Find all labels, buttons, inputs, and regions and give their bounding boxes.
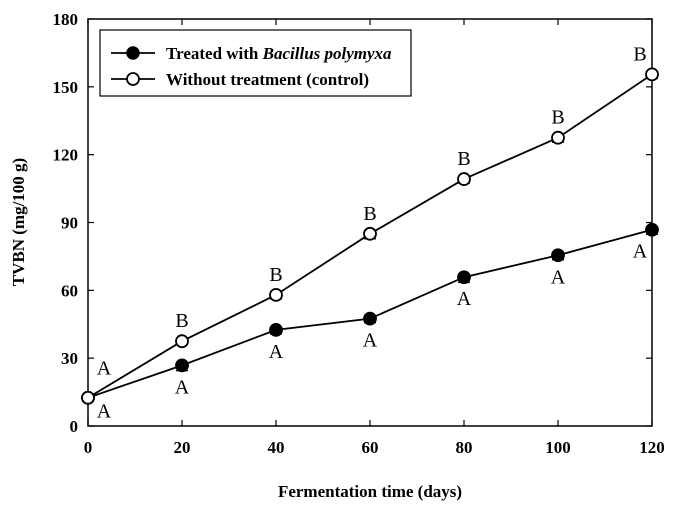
data-point [645,67,659,82]
significance-label: B [269,264,282,286]
legend-label-treated-prefix: Treated with [166,44,263,63]
significance-label: B [551,107,564,129]
significance-label: B [457,148,470,170]
legend-label-control: Without treatment (control) [166,70,369,89]
x-tick-label: 60 [362,438,379,457]
data-point [81,390,95,405]
x-tick-label: 0 [84,438,93,457]
significance-label: A [363,330,378,352]
significance-label: A [633,241,648,263]
significance-label: B [363,203,376,225]
y-tick-label: 0 [70,417,79,436]
x-tick-label: 20 [174,438,191,457]
x-axis-ticks: 0 20 40 60 80 100 120 [84,19,665,457]
data-point [175,334,189,349]
x-tick-label: 120 [639,438,665,457]
significance-label: A [551,266,566,288]
legend-label-treated: Treated with Bacillus polymyxa [166,44,392,63]
y-tick-label: 180 [53,10,79,29]
data-point [269,287,283,302]
significance-label: A [457,288,472,310]
x-tick-label: 40 [268,438,285,457]
significance-label: A [97,401,112,423]
series-1: A B B B B B B [81,43,659,405]
legend-marker-control [126,72,140,86]
legend: Treated with Bacillus polymyxa Without t… [99,29,412,97]
data-point [269,323,283,337]
y-axis-title: TVBN (mg/100 g) [9,158,28,286]
y-tick-label: 90 [61,214,78,233]
data-point [551,248,565,263]
y-axis-ticks: 0 30 60 90 120 150 180 [53,10,652,436]
y-tick-label: 120 [53,146,79,165]
data-point [645,222,659,237]
legend-marker-treated [126,46,140,60]
data-point [457,270,471,285]
x-axis-title: Fermentation time (days) [278,482,462,501]
x-tick-label: 100 [545,438,571,457]
significance-label: A [269,341,284,363]
data-point [363,311,377,326]
legend-label-treated-species: Bacillus polymyxa [262,44,392,63]
y-tick-label: 60 [61,281,78,300]
y-tick-label: 150 [53,78,79,97]
data-point [363,226,377,241]
y-tick-label: 30 [61,349,78,368]
data-point [551,130,565,145]
significance-label: A [175,376,190,398]
x-tick-label: 80 [456,438,473,457]
significance-label: B [175,310,188,332]
legend-box [99,29,412,97]
significance-label: B [633,43,646,65]
data-point [457,172,471,186]
data-point [175,358,189,373]
significance-label: A [97,358,112,380]
